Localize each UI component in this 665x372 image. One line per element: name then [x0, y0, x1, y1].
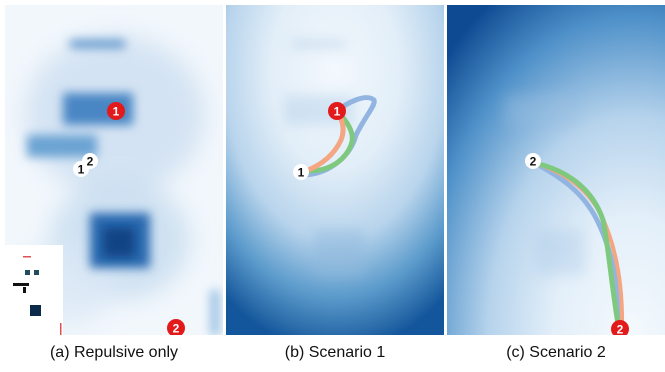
panel-scenario-2: 2 2	[447, 5, 665, 335]
start-marker-2: 2	[611, 320, 629, 335]
panel-scenario-1: 1 1	[226, 5, 444, 335]
scenario-2-field-map: 2 2	[447, 5, 665, 335]
path-green	[532, 160, 622, 333]
svg-text:2: 2	[530, 155, 537, 169]
caption-repulsive-only: (a) Repulsive only	[49, 344, 179, 361]
goal-marker-1: 1	[293, 164, 309, 180]
goal-marker-2: 2	[525, 153, 541, 169]
svg-text:1: 1	[334, 105, 341, 119]
caption-scenario-2: (c) Scenario 2	[506, 344, 606, 361]
goal-marker-2: 2	[82, 153, 98, 169]
panel-repulsive-only: 1 1 2 2	[5, 5, 223, 335]
scenario-1-field-map: 1 1	[226, 5, 444, 335]
svg-text:2: 2	[173, 322, 180, 336]
svg-text:2: 2	[87, 155, 94, 169]
caption-scenario-1: (b) Scenario 1	[284, 344, 386, 361]
svg-text:1: 1	[298, 166, 305, 180]
repulsive-field-map: 1 1 2 2	[5, 5, 223, 335]
path-green	[307, 108, 355, 174]
start-marker-1: 1	[107, 102, 125, 120]
map-inset	[5, 245, 63, 335]
path-blue	[532, 160, 623, 333]
svg-text:1: 1	[78, 163, 85, 177]
start-marker-1: 1	[328, 102, 346, 120]
svg-text:2: 2	[617, 323, 624, 336]
start-marker-2: 2	[167, 319, 185, 335]
svg-text:1: 1	[113, 105, 120, 119]
